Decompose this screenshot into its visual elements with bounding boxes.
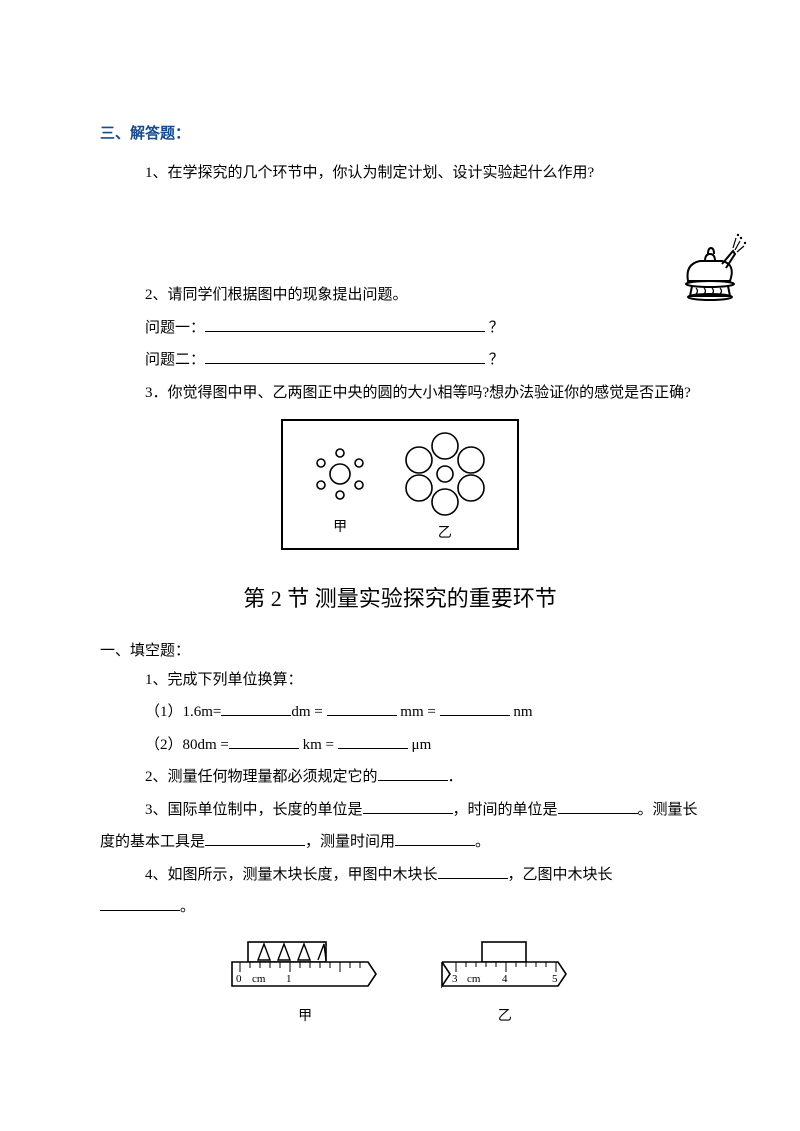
s1-q3-cont: 度的基本工具是，测量时间用。 bbox=[100, 828, 700, 857]
kettle-icon bbox=[670, 226, 750, 308]
rscale-5: 5 bbox=[552, 973, 558, 985]
chapter-title: 第 2 节 测量实验探究的重要环节 bbox=[100, 578, 700, 620]
illusion-figure: 甲 乙 bbox=[100, 419, 700, 550]
illusion-group-a: 甲 bbox=[305, 435, 375, 524]
rscale-cm: cm bbox=[467, 973, 481, 985]
scale-1: 1 bbox=[286, 973, 292, 985]
rscale-4: 4 bbox=[502, 973, 508, 985]
blank-line bbox=[205, 314, 485, 332]
blank-line bbox=[205, 346, 485, 364]
ruler-figure: 0 cm 1 甲 3 cm 4 5 乙 bbox=[100, 940, 700, 1031]
q3-3: 3．你觉得图中甲、乙两图正中央的圆的大小相等吗?想办法验证你的感觉是否正确? bbox=[100, 379, 700, 408]
s1-q2: 2、测量任何物理量都必须规定它的． bbox=[100, 763, 700, 792]
scale-0: 0 bbox=[236, 973, 242, 985]
q3-2-intro: 2、请同学们根据图中的现象提出问题。 bbox=[100, 281, 700, 310]
s1-q1-1: （1）1.6m=dm = mm = nm bbox=[100, 698, 700, 727]
s1-q4: 4、如图所示，测量木块长度，甲图中木块长，乙图中木块长 bbox=[100, 861, 700, 890]
q3-2-text: 2、请同学们根据图中的现象提出问题。 bbox=[145, 287, 408, 303]
illusion-group-b: 乙 bbox=[395, 429, 495, 530]
ruler-b: 3 cm 4 5 乙 bbox=[440, 940, 570, 1031]
scale-cm: cm bbox=[252, 973, 266, 985]
s1-q3: 3、国际单位制中，长度的单位是，时间的单位是。测量长 bbox=[100, 796, 700, 825]
s1-q1-2: （2）80dm = km = μm bbox=[100, 731, 700, 760]
q3-2b: 问题二： ？ bbox=[100, 346, 700, 375]
ruler-a: 0 cm 1 甲 bbox=[230, 940, 380, 1031]
section-1-header: 一、填空题： bbox=[100, 637, 700, 666]
s1-q1: 1、完成下列单位换算： bbox=[100, 666, 700, 695]
q3-2a: 问题一： ？ bbox=[100, 314, 700, 343]
q3-1: 1、在学探究的几个环节中，你认为制定计划、设计实验起什么作用? bbox=[100, 159, 700, 188]
section-3-header: 三、解答题： bbox=[100, 120, 700, 149]
s1-q4-cont: 。 bbox=[100, 893, 700, 922]
rscale-3: 3 bbox=[452, 973, 458, 985]
